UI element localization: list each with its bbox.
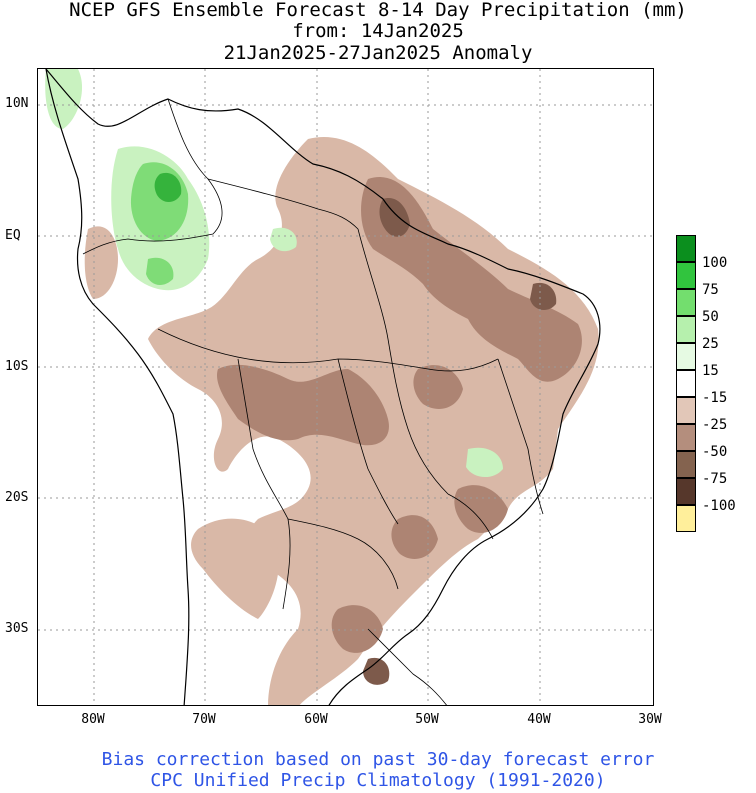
legend-label-50: 50 <box>702 309 719 325</box>
lat-label-10s: 10S <box>5 359 29 374</box>
anomaly-dark-brown <box>363 198 557 685</box>
map-title: NCEP GFS Ensemble Forecast 8-14 Day Prec… <box>69 0 687 21</box>
map-subtitle-period: 21Jan2025-27Jan2025 Anomaly <box>223 42 533 64</box>
legend-swatch-neg100 <box>676 478 696 505</box>
legend-swatch-15 <box>676 343 696 370</box>
legend-label-neg100: -100 <box>702 498 736 514</box>
legend-label-75: 75 <box>702 282 719 298</box>
legend-label-neg75: -75 <box>702 471 728 487</box>
legend-swatch-below <box>676 505 696 532</box>
legend-swatch-neg75 <box>676 451 696 478</box>
lat-label-eq: EQ <box>5 228 21 243</box>
precipitation-anomaly-map <box>37 68 654 706</box>
legend-swatch-50 <box>676 289 696 316</box>
lon-label-50w: 50W <box>415 712 439 727</box>
lon-label-70w: 70W <box>192 712 216 727</box>
legend-label-neg15: -15 <box>702 390 728 406</box>
coastline <box>45 69 601 705</box>
legend-swatch-100 <box>676 235 696 262</box>
legend-swatch-neg50 <box>676 424 696 451</box>
lat-lon-gridlines <box>38 69 653 705</box>
lat-label-10n: 10N <box>5 96 29 111</box>
legend-swatch-25 <box>676 316 696 343</box>
map-subtitle-from-date: from: 14Jan2025 <box>292 20 464 42</box>
lat-label-30s: 30S <box>5 621 29 636</box>
footer-climatology-note: CPC Unified Precip Climatology (1991-202… <box>150 770 606 791</box>
lon-label-30w: 30W <box>638 712 662 727</box>
lat-label-20s: 20S <box>5 490 29 505</box>
footer-bias-note: Bias correction based on past 30-day for… <box>101 749 655 770</box>
legend-label-25: 25 <box>702 336 719 352</box>
lon-label-40w: 40W <box>527 712 551 727</box>
anomaly-mid-brown <box>217 177 582 653</box>
legend-label-15: 15 <box>702 363 719 379</box>
anomaly-dark-green <box>154 172 182 203</box>
legend-swatch-neg25 <box>676 397 696 424</box>
legend-swatch-75 <box>676 262 696 289</box>
country-borders <box>82 98 544 705</box>
legend-label-neg25: -25 <box>702 417 728 433</box>
lon-label-60w: 60W <box>304 712 328 727</box>
legend-label-100: 100 <box>702 255 728 271</box>
lon-label-80w: 80W <box>81 712 105 727</box>
legend-label-neg50: -50 <box>702 444 728 460</box>
map-canvas <box>38 69 653 705</box>
legend-swatch-neg15 <box>676 370 696 397</box>
